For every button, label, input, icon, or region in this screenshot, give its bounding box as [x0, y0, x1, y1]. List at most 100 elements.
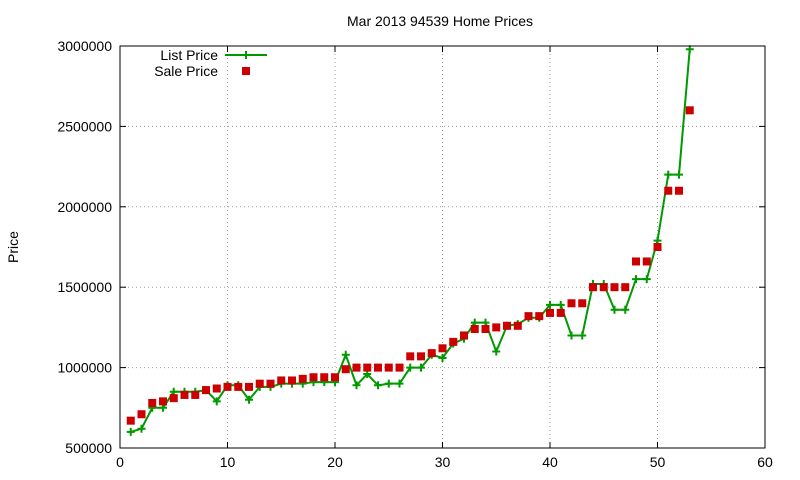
sale-price-point	[341, 365, 350, 374]
list-price-point	[642, 275, 651, 284]
sale-price-point	[438, 344, 447, 353]
sale-price-point	[481, 325, 490, 334]
list-price-point	[556, 300, 565, 309]
sale-price-point	[298, 374, 307, 383]
y-tick-label: 2000000	[57, 199, 112, 215]
sale-price-point	[621, 283, 630, 292]
list-price-point	[664, 170, 673, 179]
sale-price-point	[589, 283, 597, 292]
sale-price-point	[374, 363, 382, 372]
list-price-point	[685, 45, 694, 54]
sale-price-point	[610, 283, 619, 292]
sale-price-point	[675, 186, 683, 195]
sale-price-point	[255, 379, 264, 388]
list-price-line	[130, 49, 691, 433]
sale-price-point	[320, 373, 329, 382]
sale-price-point	[331, 373, 339, 382]
sale-price-point	[245, 382, 253, 391]
list-price-point	[492, 347, 501, 356]
sale-price-point	[395, 363, 404, 372]
list-price-point	[406, 363, 415, 372]
sale-price-point	[417, 352, 425, 361]
legend-label-sale-price: Sale Price	[154, 63, 218, 79]
y-tick-label: 2500000	[57, 118, 112, 134]
sale-price-point	[642, 257, 651, 266]
sale-price-point	[503, 321, 511, 330]
list-price-point	[610, 305, 619, 314]
sale-price-point	[427, 349, 436, 358]
sale-price-point	[169, 394, 178, 403]
list-price-point	[546, 300, 554, 309]
sale-price-point	[159, 397, 167, 406]
sale-price-point	[406, 352, 415, 361]
legend: List Price Sale Price	[154, 47, 267, 79]
sale-price-point	[202, 386, 210, 395]
sale-price-point	[223, 382, 232, 391]
list-price-point	[632, 275, 640, 284]
legend-label-list-price: List Price	[160, 47, 218, 63]
list-price-point	[417, 363, 425, 372]
list-price-point	[675, 170, 683, 179]
sale-price-point	[578, 299, 587, 308]
list-price-point	[137, 424, 146, 433]
sale-price-point	[492, 323, 501, 332]
sale-price-point	[288, 376, 296, 385]
y-axis-label: Price	[5, 231, 21, 263]
sale-price-point	[685, 106, 694, 115]
sale-price-point	[513, 321, 522, 330]
sale-price-point	[191, 390, 200, 399]
list-price-point	[374, 381, 382, 390]
sale-price-point	[470, 325, 479, 334]
x-tick-label: 20	[327, 454, 343, 470]
list-price-point	[212, 397, 221, 406]
sale-price-point	[148, 398, 157, 407]
list-price-point	[341, 350, 350, 359]
sale-price-point	[653, 243, 662, 251]
sale-price-point	[352, 363, 361, 372]
list-price-point	[621, 305, 630, 314]
sale-price-point	[266, 379, 275, 388]
sale-price-point	[363, 363, 372, 372]
x-tick-label: 40	[542, 454, 558, 470]
x-tick-label: 30	[435, 454, 451, 470]
y-tick-label: 1000000	[57, 360, 112, 376]
sale-price-point	[137, 410, 146, 419]
chart-title: Mar 2013 94539 Home Prices	[347, 13, 533, 29]
sale-price-point	[599, 283, 608, 292]
y-tick-label: 1500000	[57, 279, 112, 295]
sale-price-point	[212, 384, 221, 393]
list-price-point	[126, 427, 135, 436]
sale-price-point	[664, 186, 673, 195]
list-price-point	[395, 379, 404, 388]
x-tick-label: 50	[650, 454, 666, 470]
list-price-point	[352, 381, 361, 390]
sale-price-point	[180, 390, 189, 399]
sale-price-point	[384, 363, 393, 372]
sale-price-point	[546, 308, 554, 317]
series	[126, 45, 694, 436]
list-price-point	[567, 331, 576, 340]
list-price-point	[578, 331, 587, 340]
list-price-point	[384, 379, 393, 388]
sale-price-point	[632, 257, 640, 266]
sale-price-point	[234, 382, 243, 391]
x-tick-label: 0	[116, 454, 124, 470]
x-tick-label: 10	[220, 454, 236, 470]
sale-price-point	[535, 312, 544, 321]
sale-price-point	[460, 331, 468, 340]
legend-marker-sale-price	[242, 67, 250, 75]
sale-price-point	[556, 308, 565, 317]
legend-marker-list-price	[242, 51, 250, 59]
list-price-point	[245, 395, 253, 404]
x-tick-label: 60	[757, 454, 773, 470]
sale-price-point	[277, 376, 286, 385]
sale-price-point	[309, 373, 318, 382]
sale-price-point	[524, 312, 533, 321]
sale-price-point	[126, 416, 135, 425]
sale-price-point	[449, 337, 458, 346]
list-price-point	[438, 353, 447, 362]
y-tick-label: 3000000	[57, 38, 112, 54]
sale-price-point	[567, 299, 576, 308]
plot-frame	[119, 45, 766, 449]
